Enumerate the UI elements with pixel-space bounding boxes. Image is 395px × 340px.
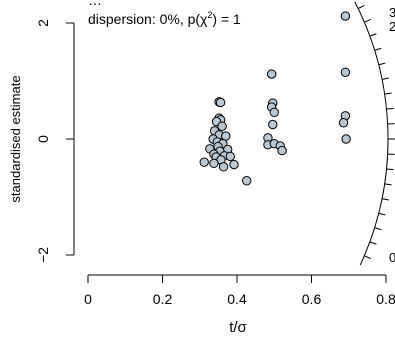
chart-title-clipped: … <box>88 0 102 8</box>
data-point <box>340 11 351 21</box>
radial-tick <box>386 168 394 171</box>
radial-tick <box>374 47 382 51</box>
radial-tick <box>384 183 392 186</box>
x-tick-label: 0.8 <box>376 291 395 307</box>
radial-tick <box>384 92 392 95</box>
data-point <box>209 158 219 169</box>
y-axis-label: standardised estimate <box>8 75 23 202</box>
data-point <box>217 121 227 131</box>
x-tick-label: 0.6 <box>302 291 322 307</box>
radial-tick <box>381 198 389 201</box>
radial-tick <box>378 62 386 66</box>
y-tick-label: −2 <box>35 247 51 263</box>
data-point <box>277 145 287 156</box>
data-point <box>218 162 229 172</box>
data-point <box>338 118 349 128</box>
radial-tick <box>369 33 377 37</box>
data-point <box>340 67 351 78</box>
x-axis-label: t/σ <box>229 319 247 336</box>
radial-scale-label: 0 <box>389 250 395 265</box>
radial-tick <box>369 241 377 245</box>
radial-scale-label: 3 <box>389 5 395 20</box>
x-tick-label: 0.2 <box>153 291 173 307</box>
radial-tick <box>381 77 389 80</box>
chart-title: dispersion: 0%, p(χ2) = 1 <box>88 10 241 27</box>
radial-tick <box>357 5 365 9</box>
radial-tick <box>386 107 394 110</box>
data-point <box>199 157 209 167</box>
data-point <box>268 119 278 130</box>
y-tick-label: 0 <box>35 135 51 143</box>
title-superscript: 2 <box>207 10 212 20</box>
x-tick-label: 0.4 <box>227 291 247 307</box>
axes: −2 0 2 0 0.2 0.4 0.6 0.8 <box>35 19 395 307</box>
x-tick-label: 0 <box>84 291 92 307</box>
radial-tick <box>364 255 371 260</box>
data-point <box>225 151 235 162</box>
data-point <box>215 97 226 108</box>
y-tick-label: 2 <box>35 19 51 27</box>
radial-tick <box>378 212 386 216</box>
radial-tick <box>374 227 382 231</box>
data-point <box>341 134 351 144</box>
radial-scale: 0 23 <box>354 1 395 266</box>
data-point <box>229 159 239 170</box>
radial-arc <box>354 1 389 266</box>
radial-scale-label: 2 <box>389 19 395 34</box>
data-point <box>266 69 277 79</box>
data-point <box>241 176 252 186</box>
radial-tick <box>364 18 371 23</box>
data-point <box>269 107 279 118</box>
data-points <box>199 11 351 186</box>
